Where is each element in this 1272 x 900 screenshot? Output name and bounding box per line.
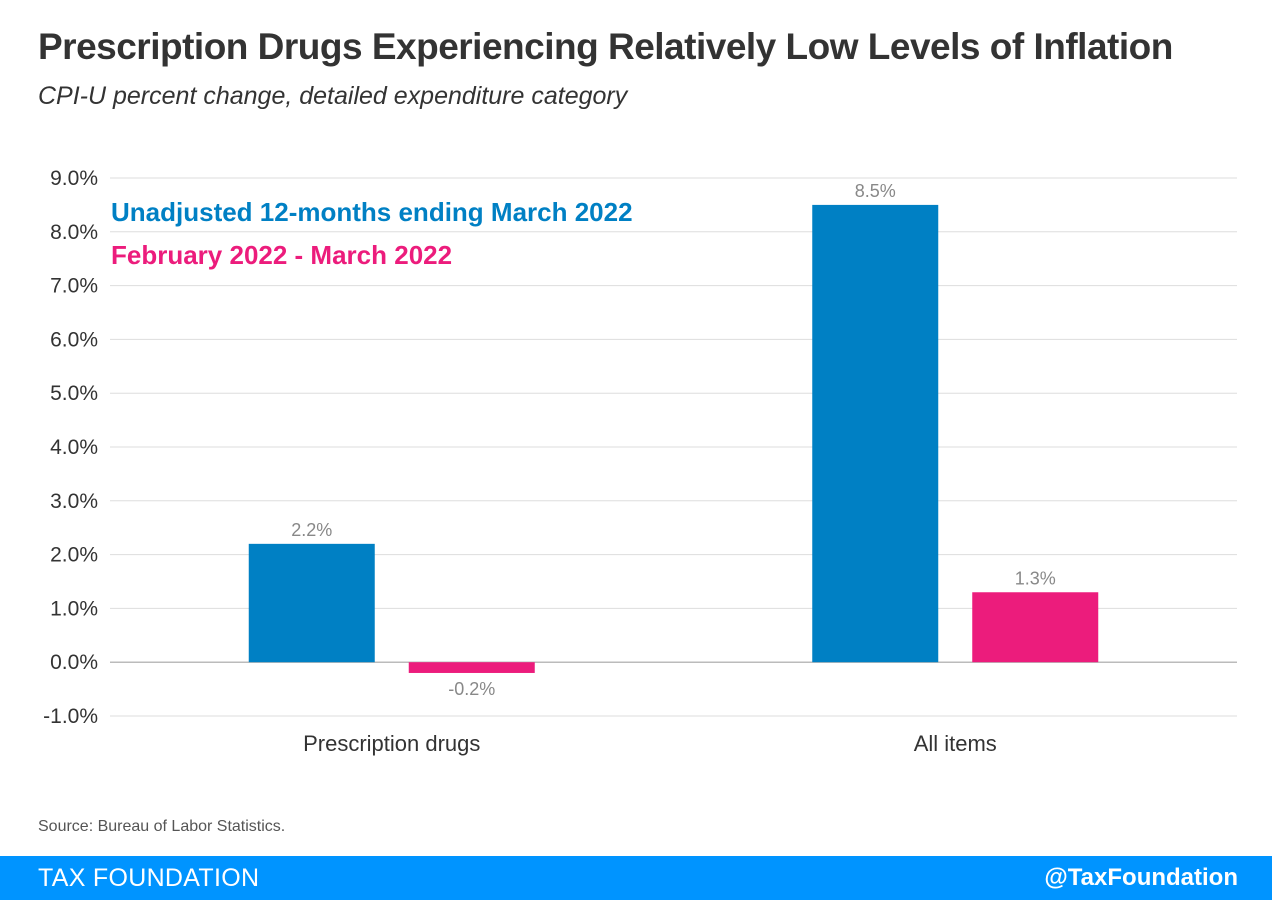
legend-entry: February 2022 - March 2022 xyxy=(111,240,452,270)
bar xyxy=(812,204,939,663)
y-tick-label: 1.0% xyxy=(50,597,98,620)
y-tick-label: 7.0% xyxy=(50,275,98,298)
bar xyxy=(248,543,375,663)
footer-brand: TAX FOUNDATION xyxy=(38,864,260,892)
category-label: Prescription drugs xyxy=(303,731,480,756)
data-label: 1.3% xyxy=(1015,568,1056,588)
y-tick-label: 5.0% xyxy=(50,382,98,405)
y-tick-label: 6.0% xyxy=(50,328,98,351)
y-tick-label: 3.0% xyxy=(50,490,98,513)
y-tick-label: 8.0% xyxy=(50,221,98,244)
bar xyxy=(972,592,1099,663)
data-label: 8.5% xyxy=(855,181,896,201)
y-tick-label: 9.0% xyxy=(50,167,98,190)
data-label: -0.2% xyxy=(448,679,495,699)
y-tick-label: 2.0% xyxy=(50,544,98,567)
footer-handle[interactable]: @TaxFoundation xyxy=(1044,864,1238,891)
chart-title: Prescription Drugs Experiencing Relative… xyxy=(38,26,1173,67)
y-tick-label: 0.0% xyxy=(50,651,98,674)
bar-chart: -1.0% 0.0% 1.0% 2.0% 3.0% 4.0% 5.0% 6.0% 7.0% 8.0… xyxy=(43,167,1237,756)
y-tick-label: 4.0% xyxy=(50,436,98,459)
bar xyxy=(408,662,535,673)
chart-subtitle: CPI-U percent change, detailed expenditu… xyxy=(38,82,628,110)
legend-entry: Unadjusted 12-months ending March 2022 xyxy=(111,197,633,227)
y-tick-label: -1.0% xyxy=(43,705,98,728)
source-note: Source: Bureau of Labor Statistics. xyxy=(38,818,286,835)
category-label: All items xyxy=(914,731,997,756)
data-label: 2.2% xyxy=(291,520,332,540)
footer-bar: TAX FOUNDATION @TaxFoundation xyxy=(0,856,1272,900)
